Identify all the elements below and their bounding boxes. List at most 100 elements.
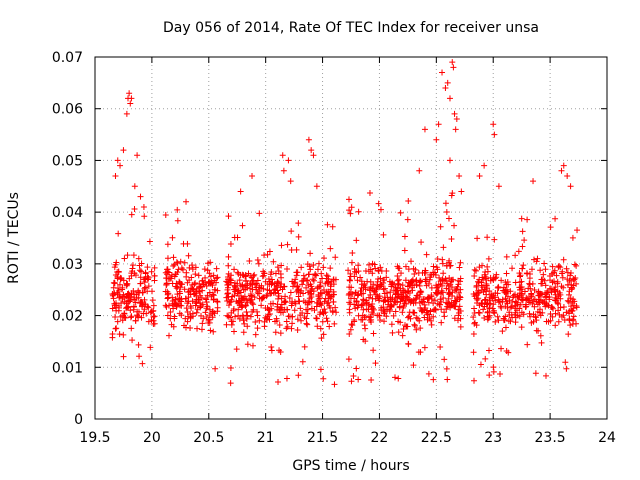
data-point [368,318,375,325]
data-point [164,255,171,262]
data-point [427,308,434,315]
data-point [346,207,353,214]
data-point [173,285,180,292]
data-point [355,376,362,383]
data-point [392,291,399,298]
data-point [242,272,249,279]
data-point [145,283,152,290]
data-point [474,278,481,285]
data-point [346,277,353,284]
data-point [213,265,220,272]
data-point [110,295,117,302]
data-point [418,289,425,296]
data-point [310,152,317,159]
data-point [490,307,497,314]
data-point [277,284,284,291]
data-point [443,365,450,372]
data-point [283,375,290,382]
data-point [114,318,121,325]
data-point [244,312,251,319]
data-point [323,315,330,322]
data-point [169,234,176,241]
data-point [409,287,416,294]
data-point [239,222,246,229]
data-point [322,295,329,302]
data-point [109,331,116,338]
data-point [433,285,440,292]
data-point [396,265,403,272]
data-point [239,296,246,303]
data-point [345,196,352,203]
data-point [376,283,383,290]
x-tick-label: 19.5 [79,430,110,446]
data-point [519,265,526,272]
data-point [168,271,175,278]
data-point [249,342,256,349]
data-point [276,347,283,354]
data-point [205,260,212,267]
data-point [252,319,259,326]
data-point [486,372,493,379]
data-point [140,203,147,210]
data-point [172,271,179,278]
data-point [389,329,396,336]
data-point [471,377,478,384]
data-point [372,295,379,302]
data-point [120,353,127,360]
data-point [484,263,491,270]
data-point [360,296,367,303]
data-point [478,287,485,294]
data-point [428,321,435,328]
data-point [423,251,430,258]
data-point [476,172,483,179]
data-point [355,268,362,275]
data-point [471,319,478,326]
data-point [256,210,263,217]
data-point [137,193,144,200]
data-point [318,302,325,309]
data-point [129,337,136,344]
data-point [503,270,510,277]
data-point [357,274,364,281]
data-point [214,308,221,315]
data-point [187,325,194,332]
data-point [558,167,565,174]
data-point [293,272,300,279]
data-point [516,270,523,277]
data-point [193,285,200,292]
data-point [311,272,318,279]
data-point [238,295,245,302]
data-point [169,301,176,308]
data-point [570,302,577,309]
data-point [228,298,235,305]
data-point [198,326,205,333]
data-point [295,298,302,305]
data-point [550,269,557,276]
data-point [560,256,567,263]
data-point [200,315,207,322]
data-point [267,278,274,285]
data-point [214,298,221,305]
data-point [165,290,172,297]
data-point [251,294,258,301]
data-point [446,275,453,282]
data-point [189,262,196,269]
data-point [439,289,446,296]
data-point [359,316,366,323]
data-point [473,284,480,291]
data-point [422,267,429,274]
data-point [387,304,394,311]
data-point [294,326,301,333]
data-point [199,301,206,308]
data-point [519,297,526,304]
data-point [247,313,254,320]
data-point [470,314,477,321]
data-point [238,301,245,308]
data-point [385,298,392,305]
data-point [235,306,242,313]
data-point [450,276,457,283]
data-point [528,266,535,273]
data-point [271,286,278,293]
data-point [370,310,377,317]
data-point [441,277,448,284]
